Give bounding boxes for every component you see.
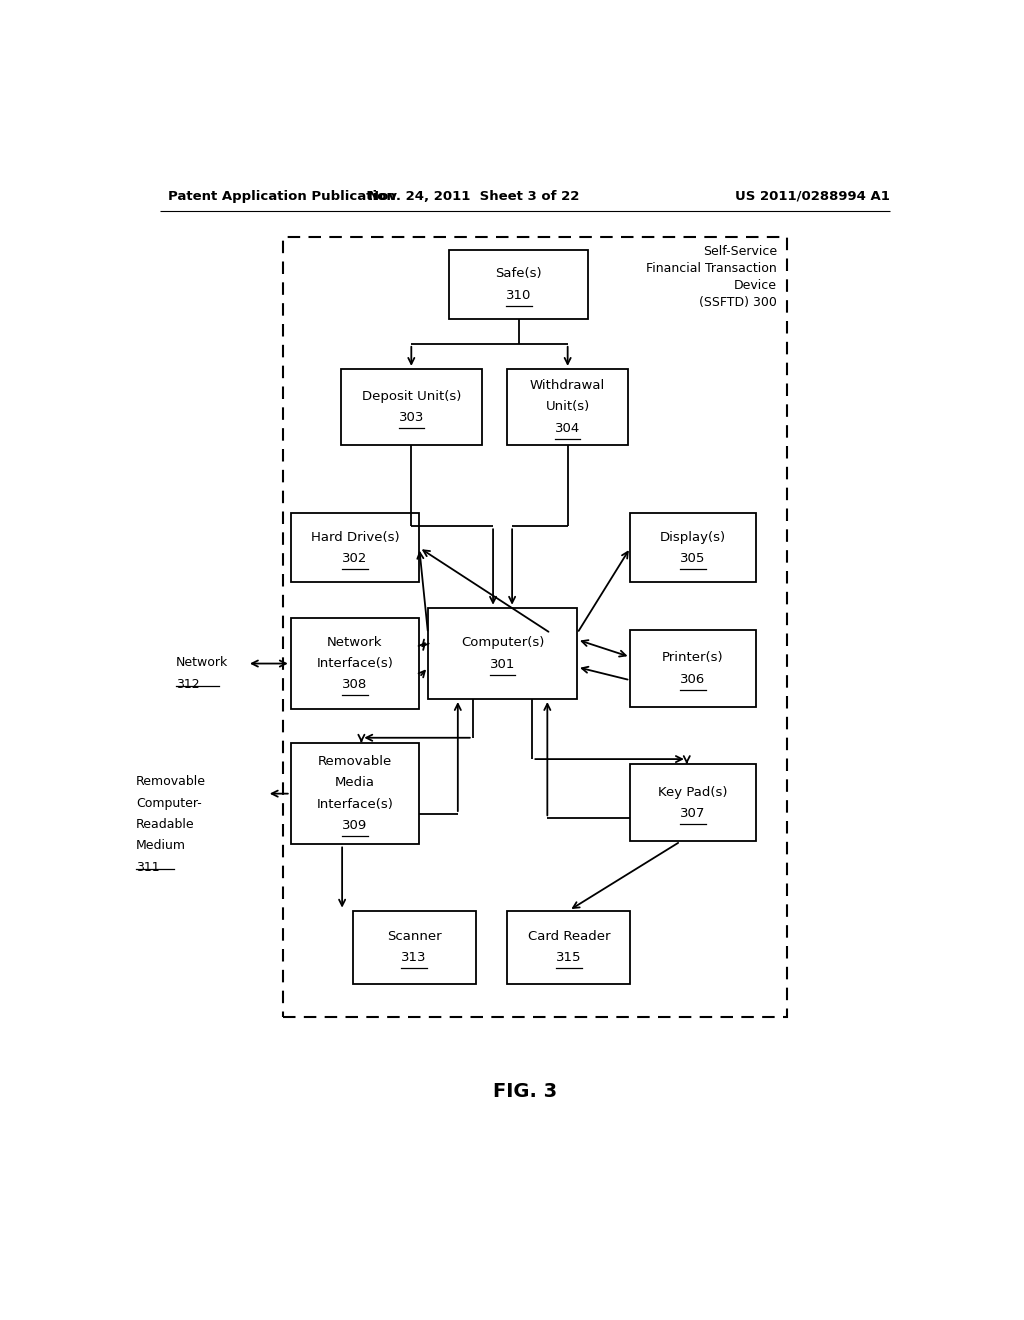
Text: Card Reader: Card Reader bbox=[527, 931, 610, 942]
Text: Patent Application Publication: Patent Application Publication bbox=[168, 190, 395, 202]
Text: Printer(s): Printer(s) bbox=[663, 652, 724, 664]
Bar bbox=[291, 618, 419, 709]
Bar bbox=[352, 911, 475, 983]
Text: 304: 304 bbox=[555, 422, 581, 434]
Text: Nov. 24, 2011  Sheet 3 of 22: Nov. 24, 2011 Sheet 3 of 22 bbox=[368, 190, 579, 202]
Text: 302: 302 bbox=[342, 552, 368, 565]
Text: Removable: Removable bbox=[136, 775, 206, 788]
Text: Readable: Readable bbox=[136, 818, 195, 832]
Text: Removable: Removable bbox=[317, 755, 392, 768]
Text: Withdrawal: Withdrawal bbox=[530, 379, 605, 392]
Text: 315: 315 bbox=[556, 952, 582, 965]
Text: Interface(s): Interface(s) bbox=[316, 657, 393, 671]
Bar bbox=[291, 743, 419, 845]
Text: 310: 310 bbox=[506, 289, 531, 301]
Text: Self-Service
Financial Transaction
Device
(SSFTD) 300: Self-Service Financial Transaction Devic… bbox=[646, 244, 777, 309]
Text: Unit(s): Unit(s) bbox=[546, 400, 590, 413]
Text: 305: 305 bbox=[680, 552, 706, 565]
Bar bbox=[428, 607, 578, 700]
Bar bbox=[631, 764, 756, 841]
Text: Key Pad(s): Key Pad(s) bbox=[658, 785, 728, 799]
Text: US 2011/0288994 A1: US 2011/0288994 A1 bbox=[735, 190, 890, 202]
Text: 303: 303 bbox=[398, 411, 424, 424]
Text: 313: 313 bbox=[401, 952, 427, 965]
Text: Network: Network bbox=[176, 656, 228, 669]
Text: Display(s): Display(s) bbox=[660, 531, 726, 544]
Bar bbox=[291, 513, 419, 582]
Bar bbox=[507, 368, 628, 445]
Bar bbox=[507, 911, 631, 983]
Text: Interface(s): Interface(s) bbox=[316, 797, 393, 810]
Text: Medium: Medium bbox=[136, 840, 186, 853]
Text: 311: 311 bbox=[136, 861, 160, 874]
Text: 309: 309 bbox=[342, 820, 368, 832]
Text: Media: Media bbox=[335, 776, 375, 789]
Text: Safe(s): Safe(s) bbox=[496, 267, 542, 280]
Text: Hard Drive(s): Hard Drive(s) bbox=[310, 531, 399, 544]
Text: Network: Network bbox=[328, 636, 383, 648]
Bar bbox=[341, 368, 482, 445]
Bar bbox=[450, 249, 588, 319]
Text: Deposit Unit(s): Deposit Unit(s) bbox=[361, 389, 461, 403]
Text: Computer(s): Computer(s) bbox=[461, 636, 545, 649]
Text: Computer-: Computer- bbox=[136, 797, 202, 809]
Text: FIG. 3: FIG. 3 bbox=[493, 1082, 557, 1101]
Text: 307: 307 bbox=[680, 807, 706, 820]
Bar bbox=[631, 630, 756, 708]
Text: 301: 301 bbox=[489, 657, 515, 671]
Text: 306: 306 bbox=[680, 673, 706, 686]
Text: 312: 312 bbox=[176, 677, 200, 690]
Bar bbox=[283, 236, 786, 1018]
Bar bbox=[631, 513, 756, 582]
Text: Scanner: Scanner bbox=[387, 931, 441, 942]
Text: 308: 308 bbox=[342, 678, 368, 692]
